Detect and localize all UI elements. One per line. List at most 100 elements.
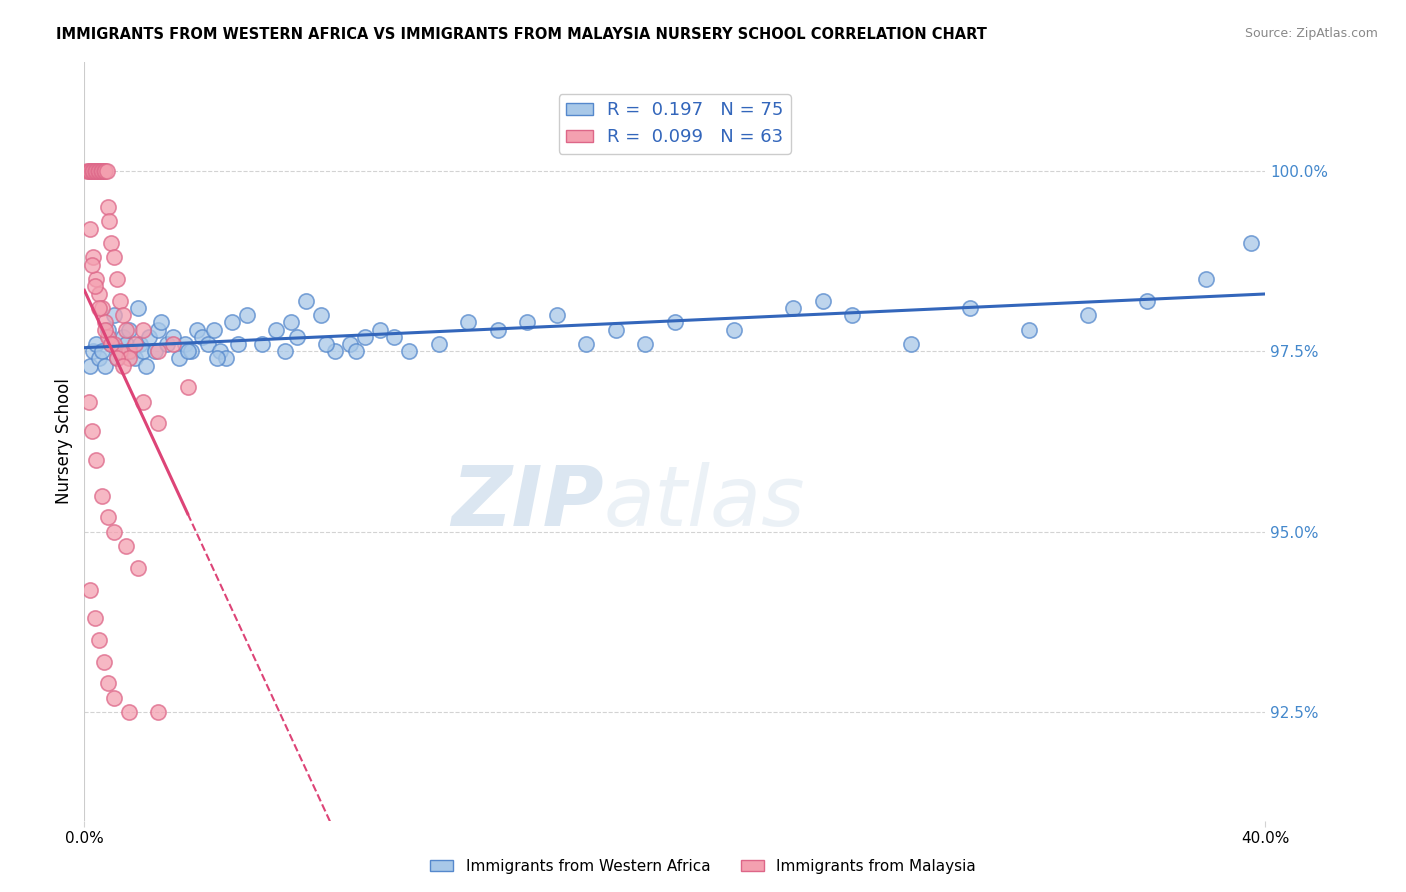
Point: [1195, 272, 1218, 286]
Point: [80, 163, 103, 178]
Point: [129, 337, 152, 351]
Point: [118, 323, 141, 337]
Point: [250, 337, 273, 351]
Point: [135, 359, 157, 373]
Point: [84, 337, 107, 351]
Point: [82, 344, 104, 359]
Point: [82, 251, 104, 265]
Point: [91, 489, 114, 503]
Point: [90, 163, 112, 178]
Point: [132, 394, 155, 409]
Point: [118, 706, 141, 720]
Point: [83, 611, 105, 625]
Point: [114, 337, 136, 351]
Point: [100, 235, 122, 250]
Point: [121, 344, 143, 359]
Point: [97, 323, 120, 337]
Point: [1018, 323, 1040, 337]
Point: [87, 163, 111, 178]
Point: [309, 308, 332, 322]
Point: [173, 337, 195, 351]
Point: [138, 330, 160, 344]
Point: [103, 337, 125, 351]
Point: [84, 452, 107, 467]
Point: [191, 330, 214, 344]
Point: [516, 315, 538, 329]
Point: [83, 163, 105, 178]
Legend: Immigrants from Western Africa, Immigrants from Malaysia: Immigrants from Western Africa, Immigran…: [425, 853, 981, 880]
Point: [93, 163, 115, 178]
Point: [782, 301, 804, 315]
Point: [94, 359, 117, 373]
Point: [114, 539, 136, 553]
Point: [103, 524, 125, 539]
Point: [215, 351, 238, 366]
Point: [87, 301, 111, 315]
Text: ZIP: ZIP: [451, 462, 605, 542]
Point: [339, 337, 361, 351]
Point: [103, 251, 125, 265]
Point: [162, 330, 184, 344]
Text: Source: ZipAtlas.com: Source: ZipAtlas.com: [1244, 27, 1378, 40]
Point: [79, 163, 101, 178]
Point: [100, 337, 122, 351]
Point: [266, 323, 288, 337]
Point: [77, 163, 100, 178]
Point: [325, 344, 347, 359]
Point: [105, 272, 128, 286]
Point: [103, 308, 125, 322]
Text: IMMIGRANTS FROM WESTERN AFRICA VS IMMIGRANTS FROM MALAYSIA NURSERY SCHOOL CORREL: IMMIGRANTS FROM WESTERN AFRICA VS IMMIGR…: [56, 27, 987, 42]
Point: [1136, 293, 1159, 308]
Point: [97, 510, 120, 524]
Point: [143, 344, 166, 359]
Point: [103, 690, 125, 705]
Point: [274, 344, 297, 359]
Point: [959, 301, 981, 315]
Point: [457, 315, 479, 329]
Point: [841, 308, 863, 322]
Point: [108, 293, 131, 308]
Point: [118, 344, 141, 359]
Point: [82, 163, 104, 178]
Point: [207, 351, 229, 366]
Point: [96, 163, 118, 178]
Point: [79, 582, 101, 597]
Legend: R =  0.197   N = 75, R =  0.099   N = 63: R = 0.197 N = 75, R = 0.099 N = 63: [558, 95, 792, 153]
Text: atlas: atlas: [605, 462, 806, 542]
Point: [285, 330, 308, 344]
Point: [634, 337, 657, 351]
Point: [209, 344, 232, 359]
Point: [280, 315, 302, 329]
Point: [427, 337, 450, 351]
Point: [97, 200, 120, 214]
Point: [156, 337, 179, 351]
Point: [398, 344, 420, 359]
Point: [97, 676, 120, 690]
Point: [108, 344, 131, 359]
Point: [546, 308, 568, 322]
Point: [111, 359, 134, 373]
Point: [83, 279, 105, 293]
Point: [91, 344, 114, 359]
Point: [79, 359, 101, 373]
Point: [384, 330, 406, 344]
Point: [221, 315, 243, 329]
Point: [87, 633, 111, 648]
Point: [486, 323, 509, 337]
Point: [98, 214, 121, 228]
Point: [295, 293, 318, 308]
Point: [127, 301, 149, 315]
Point: [84, 272, 107, 286]
Point: [900, 337, 922, 351]
Point: [148, 344, 170, 359]
Point: [114, 323, 136, 337]
Point: [124, 337, 146, 351]
Point: [94, 315, 117, 329]
Point: [91, 163, 114, 178]
Point: [86, 163, 108, 178]
Point: [664, 315, 686, 329]
Point: [236, 308, 259, 322]
Point: [108, 344, 131, 359]
Point: [93, 655, 115, 669]
Point: [132, 344, 155, 359]
